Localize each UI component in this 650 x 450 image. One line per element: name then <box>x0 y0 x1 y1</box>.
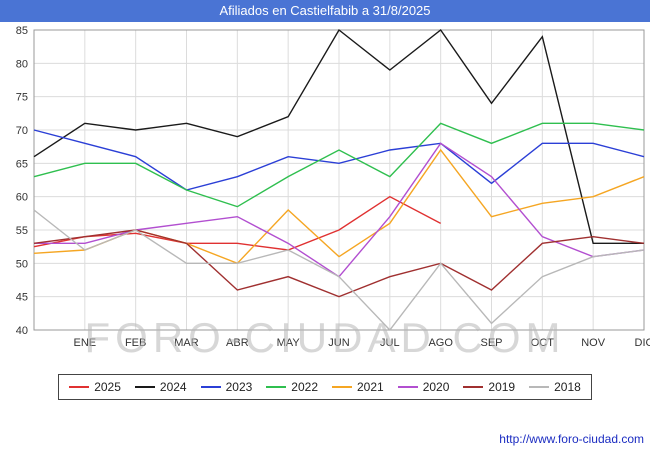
series-2025-line <box>33 195 441 251</box>
chart-canvas: 40 45 50 55 60 65 70 75 80 85 ENE FEB MAR ABR MAY JUN JU… <box>16 25 650 349</box>
legend-swatch-2020 <box>397 386 418 388</box>
legend-item-2024: 2024 <box>134 380 187 394</box>
legend-label: 2023 <box>225 380 253 394</box>
legend-item-2018: 2018 <box>529 380 581 394</box>
x-tick-label: AGO <box>428 337 453 349</box>
footer: http://www.foro-ciudad.com <box>499 432 644 446</box>
legend-swatch-2022 <box>266 386 287 388</box>
legend-label: 2020 <box>422 380 450 394</box>
x-tick-label: SEP <box>480 337 502 349</box>
series-2024-line <box>33 28 644 245</box>
chart-title: Afiliados en Castielfabib a 31/8/2025 <box>0 0 650 22</box>
footer-link[interactable]: http://www.foro-ciudad.com <box>499 432 644 446</box>
y-tick-label: 55 <box>16 225 28 237</box>
y-tick-label: 65 <box>16 158 28 170</box>
legend-item-2021: 2021 <box>332 380 384 394</box>
x-tick-label: FEB <box>125 337 146 349</box>
legend-swatch-2019 <box>463 386 484 388</box>
y-tick-label: 75 <box>16 92 28 104</box>
x-tick-label: DIC <box>635 337 650 349</box>
legend-item-2022: 2022 <box>266 380 318 394</box>
legend-label: 2018 <box>554 380 581 394</box>
legend: 2025 2024 2023 2022 2021 2020 2019 2018 <box>58 374 592 400</box>
x-tick-label: JUL <box>380 337 400 349</box>
y-tick-label: 40 <box>16 325 28 337</box>
x-tick-label: ABR <box>226 337 249 349</box>
legend-swatch-2023 <box>200 386 221 388</box>
legend-item-2025: 2025 <box>69 380 121 394</box>
legend-swatch-2025 <box>69 386 90 388</box>
y-tick-label: 45 <box>16 292 28 304</box>
y-tick-label: 50 <box>16 258 28 270</box>
y-tick-label: 85 <box>16 25 28 37</box>
x-tick-label: NOV <box>581 337 606 349</box>
x-tick-label: ENE <box>74 337 97 349</box>
legend-swatch-2024 <box>134 386 155 388</box>
legend-label: 2022 <box>291 380 318 394</box>
legend-item-2020: 2020 <box>397 380 450 394</box>
series-2018-line <box>33 209 645 332</box>
legend-label: 2019 <box>488 380 516 394</box>
x-tick-label: JUN <box>328 337 349 349</box>
legend-label: 2024 <box>159 380 187 394</box>
legend-label: 2025 <box>94 380 121 394</box>
series-2023-line <box>33 129 645 191</box>
y-tick-label: 60 <box>16 192 28 204</box>
legend-item-2019: 2019 <box>463 380 515 394</box>
legend-label: 2021 <box>357 380 384 394</box>
legend-swatch-2021 <box>332 386 352 388</box>
legend-item-2023: 2023 <box>200 380 253 394</box>
x-tick-label: MAR <box>174 337 199 349</box>
x-tick-label: MAY <box>277 337 301 349</box>
series-2022-line <box>33 122 645 208</box>
y-tick-label: 70 <box>16 125 28 137</box>
chart-area: 40 45 50 55 60 65 70 75 80 85 ENE FEB MAR ABR MAY JUN JU… <box>0 22 650 361</box>
legend-swatch-2018 <box>529 386 550 388</box>
x-tick-label: OCT <box>531 337 555 349</box>
y-tick-label: 80 <box>16 58 28 70</box>
